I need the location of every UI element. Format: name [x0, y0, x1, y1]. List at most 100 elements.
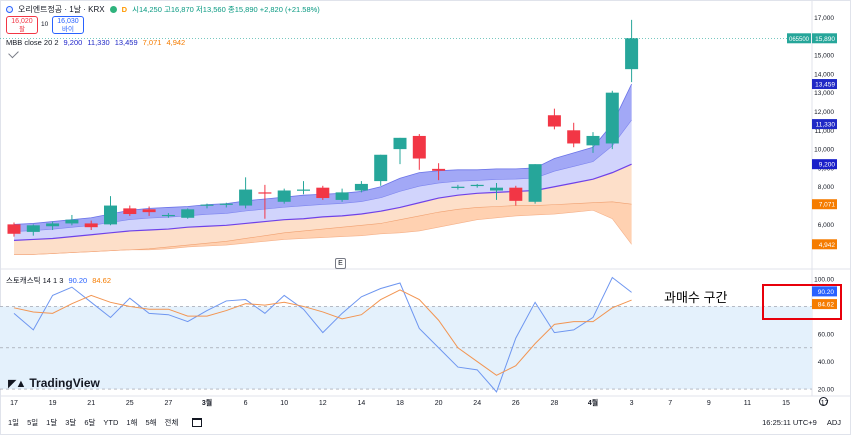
- price-axis-tag-label: 7,071: [819, 202, 836, 209]
- candle-body: [316, 187, 330, 199]
- range-ytd[interactable]: YTD: [103, 418, 119, 427]
- candle-body: [123, 208, 137, 215]
- candle-body: [65, 219, 79, 224]
- candle-body: [354, 183, 368, 191]
- time-tick-label: 14: [358, 400, 366, 407]
- candle-body: [547, 115, 561, 127]
- price-tick-label: 10,000: [814, 147, 834, 154]
- range-all[interactable]: 전체: [164, 418, 179, 427]
- ohlc-values: 시14,250 고16,870 저13,560 종15,890 +2,820 (…: [132, 5, 320, 14]
- stoch-d-value: 84.62: [92, 276, 111, 285]
- price-axis-tag: [812, 199, 837, 210]
- band-lower-outer-zone: [14, 201, 632, 255]
- candle-body: [200, 204, 214, 206]
- price-tick-label: 11,000: [815, 128, 835, 135]
- candle-body: [432, 168, 446, 171]
- price-axis-tag-label: 9,200: [819, 162, 836, 169]
- candle-body: [161, 214, 175, 217]
- candle-body: [26, 225, 40, 232]
- candle-body: [393, 137, 407, 150]
- stoch-axis-tag-label: 90.20: [818, 289, 835, 296]
- time-tick-label: 26: [512, 400, 520, 407]
- stoch-axis-tag: [812, 286, 837, 297]
- range-1y[interactable]: 1해: [126, 418, 138, 427]
- stoch-tick-label: 100.00: [814, 276, 834, 283]
- indicator-legend[interactable]: MBB close 20 2 9,200 11,330 13,459 7,071…: [6, 38, 185, 47]
- stoch-legend[interactable]: 스토캐스틱 14 1 3 90.20 84.62: [6, 275, 111, 286]
- symbol-title[interactable]: 오리엔트정공 · 1날 · KRX: [18, 5, 105, 14]
- time-tick-label: 4월: [588, 398, 598, 407]
- time-tick-label: 25: [126, 400, 134, 407]
- time-tick-label: 19: [49, 400, 57, 407]
- range-3m[interactable]: 3달: [65, 418, 77, 427]
- price-tick-label: 15,000: [814, 53, 834, 60]
- earnings-marker-icon[interactable]: E: [335, 258, 346, 269]
- sell-price: 16,020: [11, 18, 33, 25]
- candle-body: [625, 38, 639, 70]
- band-upper-outer-zone: [14, 84, 632, 232]
- candle-body: [586, 135, 600, 146]
- symbol-axis-tag-label: 065500: [789, 37, 810, 43]
- price-tick-label: 6,000: [818, 222, 835, 229]
- price-tick-label: 8,000: [818, 184, 835, 191]
- stoch-tick-label: 60.00: [818, 332, 835, 339]
- candle-body: [451, 186, 465, 188]
- time-tick-label: 15: [782, 400, 790, 407]
- range-1m[interactable]: 1달: [46, 418, 58, 427]
- indicator-value-upper1: 11,330: [87, 38, 110, 47]
- time-tick-label: 21: [87, 400, 95, 407]
- candle-body: [84, 223, 98, 228]
- adj-toggle[interactable]: ADJ: [826, 418, 841, 427]
- candle-body: [219, 203, 233, 205]
- stoch-tick-label: 40.00: [818, 359, 835, 366]
- price-tick-label: 14,000: [814, 71, 834, 78]
- range-5d[interactable]: 5일: [27, 418, 39, 427]
- time-tick-label: 3: [630, 400, 634, 407]
- price-axis-tag: [812, 119, 837, 130]
- candle-body: [374, 154, 388, 182]
- candle-body: [412, 135, 426, 159]
- symbol-axis-tag: [787, 33, 811, 44]
- market-badge: D: [121, 5, 128, 14]
- time-tick-label: 24: [473, 400, 481, 407]
- buy-label: 바이: [62, 26, 74, 33]
- candle-body: [567, 130, 581, 144]
- tradingview-logo: ◤▲ TradingView: [8, 376, 100, 390]
- time-tick-label: 17: [10, 400, 18, 407]
- time-tick-label: 28: [551, 400, 559, 407]
- stoch-axis-tag-label: 84.62: [818, 302, 835, 309]
- candle-body: [7, 224, 21, 234]
- time-tick-label: 27: [165, 400, 173, 407]
- price-axis-tag: [812, 79, 837, 90]
- tradingview-mark-icon: ◤▲: [8, 377, 26, 390]
- clock-time[interactable]: 16:25:11 UTC+9: [762, 418, 817, 427]
- band-lower-line: [14, 209, 632, 255]
- stoch-k-value: 90.20: [68, 276, 88, 285]
- price-axis-tag-label: 13,459: [815, 82, 835, 89]
- range-6m[interactable]: 6달: [84, 418, 96, 427]
- price-tick-label: 17,000: [814, 15, 834, 22]
- settings-gear-icon[interactable]: [819, 397, 828, 406]
- buy-button[interactable]: 16,030 바이: [52, 16, 84, 34]
- candle-body: [335, 192, 349, 200]
- market-status-dot: [109, 6, 117, 13]
- symbol-logo-icon: [6, 6, 13, 13]
- price-tick-label: 13,000: [814, 90, 834, 97]
- indicator-value-lower1: 7,071: [142, 38, 162, 47]
- time-tick-label: 20: [435, 400, 443, 407]
- price-axis-tag-label: 4,942: [819, 242, 836, 249]
- stoch-band-zone: [0, 306, 812, 390]
- time-tick-label: 10: [280, 400, 288, 407]
- date-range-calendar-icon[interactable]: [192, 418, 203, 427]
- range-5y[interactable]: 5해: [145, 418, 157, 427]
- stoch-tick-label: 20.00: [818, 387, 835, 394]
- sell-label: 팔: [19, 26, 25, 33]
- price-axis-tag: [812, 159, 837, 170]
- price-tick-label: 12,000: [814, 109, 834, 116]
- candle-body: [104, 205, 117, 225]
- candle-body: [239, 189, 253, 206]
- symbol-legend: 오리엔트정공 · 1날 · KRX D 시14,250 고16,870 저13,…: [6, 4, 320, 15]
- sell-button[interactable]: 16,020 팔: [6, 16, 38, 34]
- range-1d[interactable]: 1일: [8, 418, 20, 427]
